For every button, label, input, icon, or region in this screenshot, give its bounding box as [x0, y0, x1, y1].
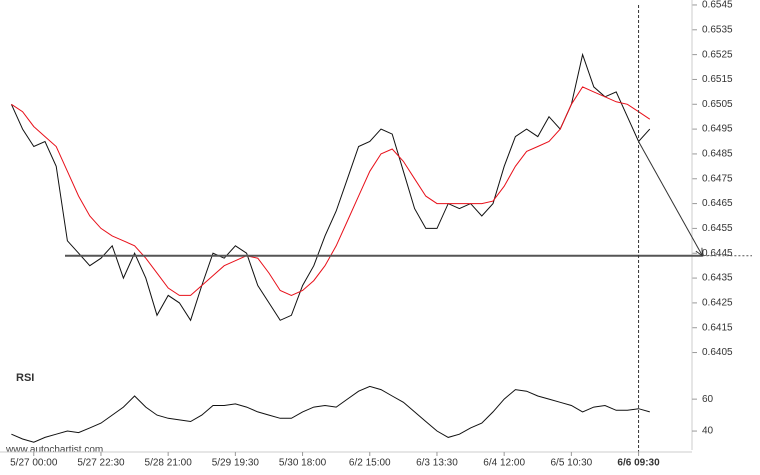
y-tick-label: 0.6405	[702, 347, 733, 358]
y-tick-label: 0.6425	[702, 298, 733, 309]
x-tick-label: 5/27 22:30	[77, 458, 125, 469]
arrow-head	[695, 247, 703, 257]
x-tick-label: 5/30 18:00	[279, 458, 327, 469]
y-tick-label: 60	[702, 394, 714, 405]
y-tick-label: 0.6455	[702, 223, 733, 234]
y-tick-label: 0.6485	[702, 149, 733, 160]
series-line	[10, 52, 651, 322]
footer: www.autochartist.com	[5, 445, 103, 456]
y-tick-label: 0.6415	[702, 322, 733, 333]
y-tick-label: 0.6495	[702, 124, 733, 135]
y-tick-label: 0.6515	[702, 74, 733, 85]
forecast-arrow	[638, 141, 703, 256]
x-tick-label: 5/28 21:00	[145, 458, 193, 469]
y-tick-label: 0.6435	[702, 273, 733, 284]
y-tick-label: 0.6545	[702, 0, 733, 11]
y-tick-label: 0.6475	[702, 173, 733, 184]
x-tick-label: 6/3 13:30	[416, 458, 458, 469]
x-tick-label: 5/29 19:30	[212, 458, 260, 469]
rsi-title: RSI	[16, 372, 34, 384]
y-tick-label: 0.6535	[702, 24, 733, 35]
x-tick-label: 6/2 15:00	[349, 458, 391, 469]
y-tick-label: 40	[702, 426, 714, 437]
series-line	[11, 86, 651, 296]
y-tick-label: 0.6505	[702, 99, 733, 110]
x-tick-label: 6/4 12:00	[483, 458, 525, 469]
x-tick-label: 5/27 00:00	[10, 458, 58, 469]
y-tick-label: 0.6525	[702, 49, 733, 60]
y-tick-label: 0.6465	[702, 198, 733, 209]
y-tick-label: 0.6445	[702, 248, 733, 259]
series-line	[11, 385, 650, 443]
x-tick-label: 6/5 10:30	[551, 458, 593, 469]
x-tick-label: 6/6 09:30	[617, 458, 660, 469]
